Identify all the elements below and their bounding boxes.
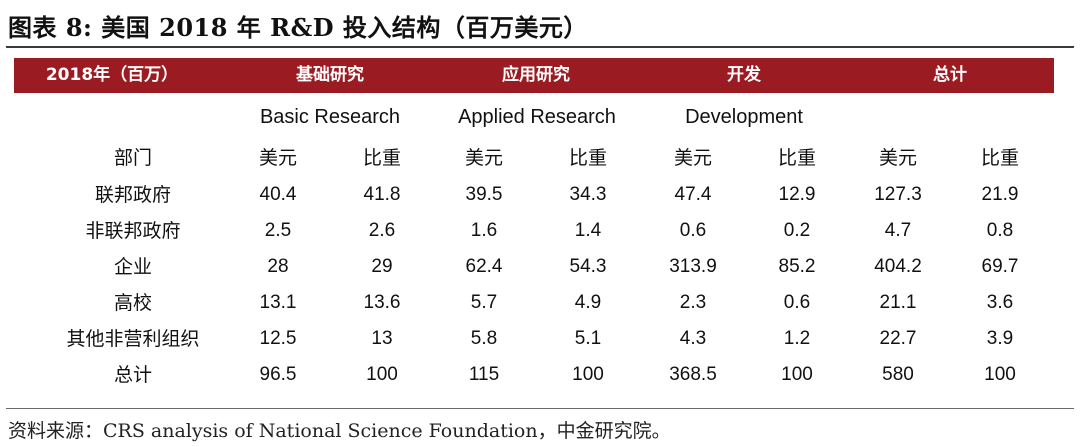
table-cell: 34.3 [569, 184, 607, 205]
table-cell: 13.1 [259, 292, 297, 313]
table-cell: 368.5 [669, 364, 717, 385]
table-cell: 100 [984, 364, 1016, 385]
table-cell: 580 [882, 364, 914, 385]
table-cell: 29 [371, 256, 393, 277]
table-cell: 4.3 [679, 328, 707, 349]
header-applied-research: 应用研究 [502, 65, 570, 85]
column-label-sector: 部门 [113, 147, 152, 169]
footer-divider [6, 408, 1074, 409]
table-cell: 115 [468, 364, 500, 385]
header-development: 开发 [727, 65, 761, 85]
table-cell: 54.3 [569, 256, 607, 277]
table-cell: 100 [366, 364, 398, 385]
table-cell: 12.5 [259, 328, 297, 349]
column-label-share: 比重 [777, 147, 816, 169]
table-cell: 13 [371, 328, 393, 349]
table-cell: 85.2 [778, 256, 816, 277]
row-label: 总计 [113, 364, 152, 386]
row-label: 企业 [113, 256, 152, 278]
source-note: 资料来源：CRS analysis of National Science Fo… [8, 420, 671, 442]
column-label-share: 比重 [362, 147, 401, 169]
table-cell: 3.6 [986, 292, 1014, 313]
row-label: 非联邦政府 [85, 220, 181, 242]
table-cell: 100 [781, 364, 813, 385]
table-cell: 404.2 [874, 256, 922, 277]
header-year-unit: 2018年（百万） [45, 65, 179, 85]
table-cell: 1.4 [574, 220, 602, 241]
table-cell: 40.4 [259, 184, 297, 205]
table-cell: 5.8 [470, 328, 498, 349]
column-label-share: 比重 [568, 147, 607, 169]
table-cell: 12.9 [778, 184, 816, 205]
figure-title: 图表 8: 美国 2018 年 R&D 投入结构（百万美元） [8, 13, 588, 42]
table-cell: 5.7 [470, 292, 498, 313]
table-cell: 2.3 [679, 292, 707, 313]
table-cell: 0.6 [783, 292, 811, 313]
table-cell: 100 [572, 364, 604, 385]
header-total: 总计 [933, 65, 967, 85]
column-label-usd: 美元 [464, 147, 503, 169]
table-cell: 313.9 [669, 256, 717, 277]
table-cell: 21.1 [879, 292, 917, 313]
column-label-usd: 美元 [878, 147, 917, 169]
column-label-usd: 美元 [258, 147, 297, 169]
table-cell: 1.6 [470, 220, 498, 241]
title-divider [6, 46, 1074, 48]
table-cell: 39.5 [465, 184, 503, 205]
table-cell: 4.7 [884, 220, 912, 241]
table-cell: 13.6 [363, 292, 401, 313]
table-cell: 1.2 [783, 328, 811, 349]
table-cell: 62.4 [465, 256, 503, 277]
table-cell: 0.2 [783, 220, 811, 241]
table-cell: 2.5 [264, 220, 292, 241]
column-label-usd: 美元 [673, 147, 712, 169]
table-cell: 0.8 [986, 220, 1014, 241]
table-cell: 127.3 [874, 184, 922, 205]
row-label: 其他非营利组织 [66, 328, 200, 350]
header-basic-research: 基础研究 [296, 65, 364, 85]
table-cell: 4.9 [574, 292, 602, 313]
table-cell: 96.5 [259, 364, 297, 385]
table-cell: 2.6 [368, 220, 396, 241]
table-cell: 21.9 [981, 184, 1019, 205]
row-label: 联邦政府 [94, 184, 171, 206]
table-cell: 3.9 [986, 328, 1014, 349]
table-cell: 69.7 [981, 256, 1019, 277]
subheader-basic-research: Basic Research [259, 106, 401, 128]
table-cell: 22.7 [879, 328, 917, 349]
row-label: 高校 [113, 292, 152, 314]
subheader-applied-research: Applied Research [458, 106, 616, 128]
table-cell: 41.8 [363, 184, 401, 205]
table-cell: 5.1 [574, 328, 602, 349]
table-header-bar: 2018年（百万） 基础研究 应用研究 开发 总计 [14, 58, 1054, 93]
column-label-share: 比重 [980, 147, 1019, 169]
table-cell: 47.4 [674, 184, 712, 205]
table-cell: 28 [267, 256, 289, 277]
subheader-development: Development [685, 106, 803, 128]
table-cell: 0.6 [679, 220, 707, 241]
